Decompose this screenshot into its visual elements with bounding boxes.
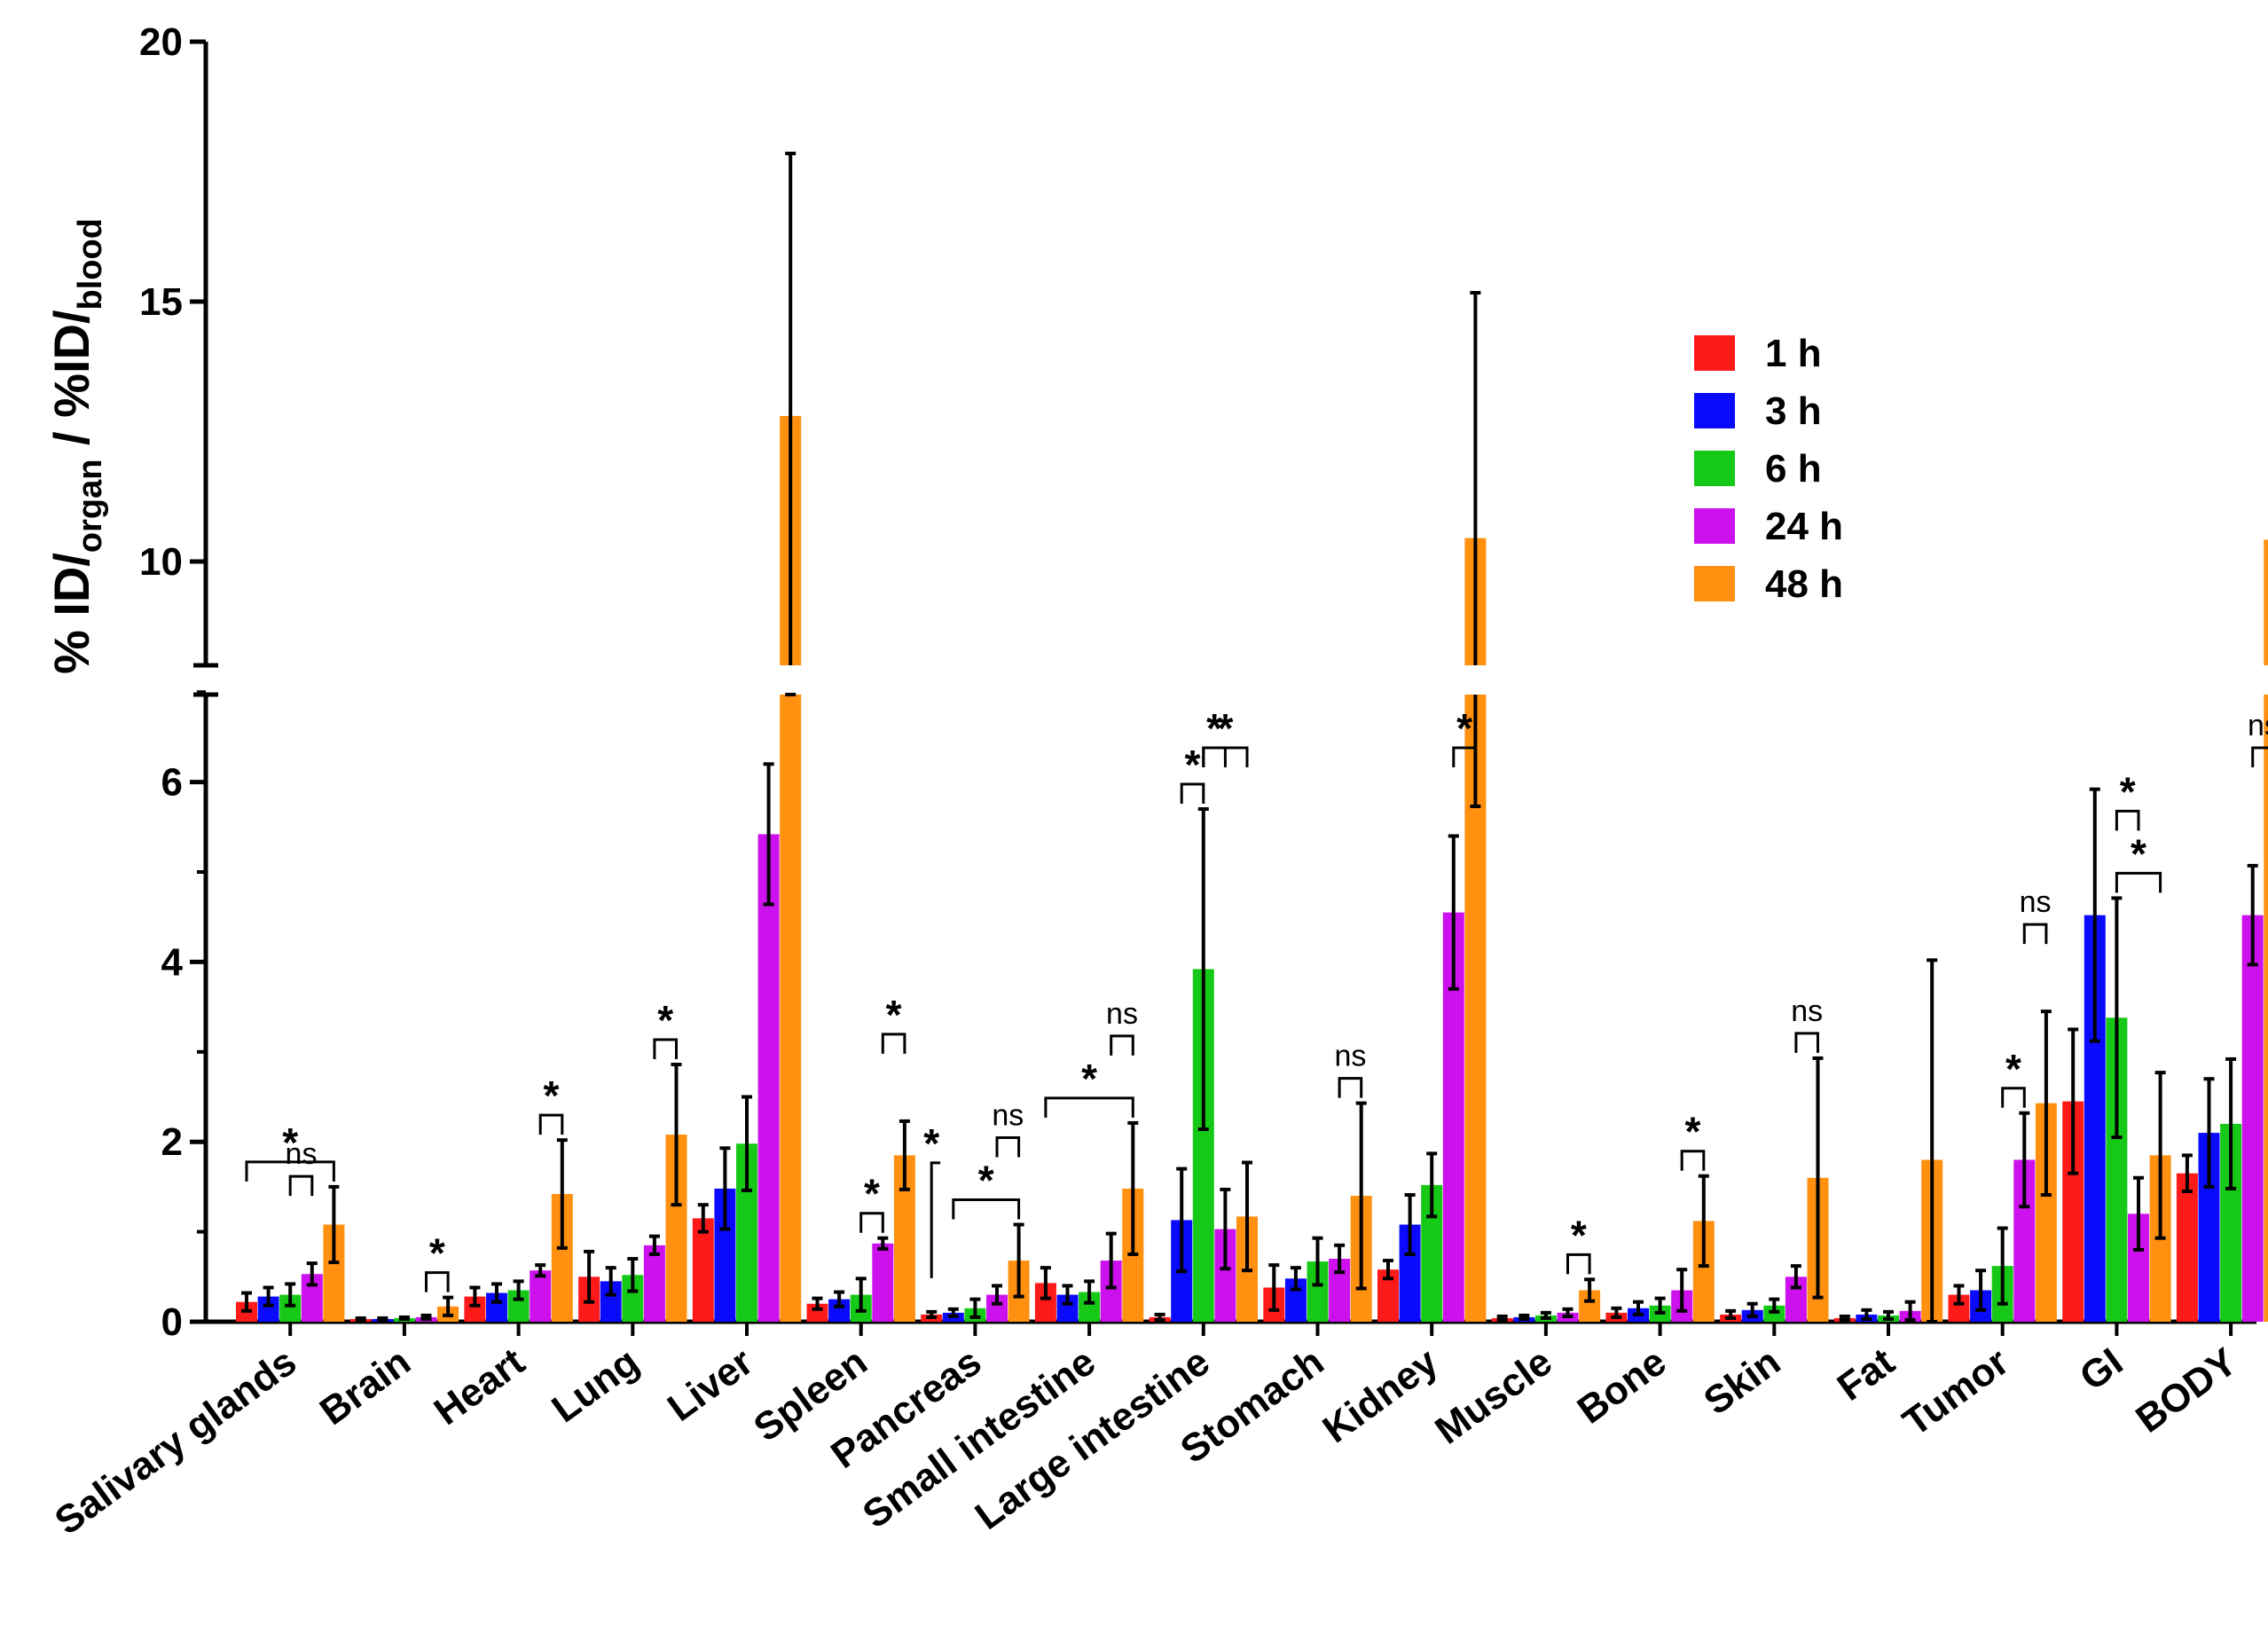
- significance-bracket: [2115, 871, 2162, 893]
- bar: [2264, 695, 2268, 1322]
- significance-bracket: [245, 1160, 335, 1182]
- bar: [757, 834, 780, 1322]
- bar: [872, 1243, 894, 1322]
- significance-label: ns: [2020, 885, 2052, 919]
- significance-bracket: [881, 1033, 906, 1054]
- significance-label: *: [2005, 1046, 2021, 1092]
- significance-bracket: [653, 1038, 678, 1059]
- significance-label: *: [1571, 1212, 1587, 1258]
- significance-bracket: [1202, 746, 1249, 767]
- significance-label: *: [2131, 830, 2146, 876]
- significance-label: *: [282, 1119, 298, 1166]
- error-bars: [241, 151, 2258, 1324]
- legend-swatch: [1694, 451, 1735, 486]
- y-tick-label: 4: [161, 940, 184, 984]
- significance-label: ns: [1791, 994, 1823, 1028]
- y-tick-label: 6: [161, 761, 183, 805]
- legend-swatch: [1694, 566, 1735, 601]
- significance-bracket: [1452, 746, 1477, 767]
- legend: 1 h 3 h 6 h 24 h 48 h: [1694, 332, 1843, 606]
- significance-annotations: *ns******ns**ns***ns***ns*ns**ns: [245, 705, 2268, 1292]
- significance-bracket: [1044, 1096, 1134, 1118]
- significance-label: *: [657, 997, 673, 1043]
- y-axis-label-part1: % ID/: [43, 553, 99, 674]
- significance-label: *: [923, 1120, 939, 1166]
- y-tick-label: 10: [139, 540, 183, 584]
- significance-label: *: [978, 1157, 994, 1203]
- significance-label: ns: [2248, 709, 2268, 742]
- significance-label: ns: [1334, 1040, 1366, 1073]
- significance-label: *: [1185, 742, 1201, 788]
- significance-bracket: [1680, 1150, 1706, 1171]
- legend-label: 24 h: [1765, 505, 1843, 548]
- significance-bracket: [2251, 746, 2268, 767]
- significance-bracket: [1110, 1034, 1134, 1056]
- significance-bracket: [288, 1174, 314, 1197]
- significance-bracket: [2001, 1087, 2026, 1108]
- bar: [530, 1270, 552, 1322]
- y-axis-label-part2: / %ID/: [43, 310, 99, 459]
- bar: [780, 695, 802, 1322]
- significance-bracket: [538, 1113, 564, 1135]
- significance-label: ns: [1106, 997, 1138, 1031]
- bar: [643, 1245, 665, 1322]
- y-axis-label-sub2: blood: [72, 218, 109, 310]
- y-axis-label: % ID/organ / %ID/blood: [43, 218, 109, 674]
- bar: [2176, 1173, 2198, 1322]
- significance-bracket: [859, 1212, 884, 1233]
- legend-label: 3 h: [1765, 389, 1822, 433]
- y-tick-label: 0: [161, 1300, 183, 1344]
- legend-swatch: [1694, 508, 1735, 544]
- significance-label: *: [1217, 705, 1233, 751]
- significance-bracket: [1794, 1032, 1819, 1053]
- significance-label: *: [544, 1072, 560, 1119]
- significance-label: *: [1685, 1109, 1701, 1155]
- significance-label: *: [886, 992, 902, 1038]
- significance-label: *: [1206, 705, 1222, 751]
- significance-label: *: [2120, 768, 2136, 814]
- legend-label: 48 h: [1765, 562, 1843, 606]
- significance-bracket: [1180, 782, 1205, 805]
- y-tick-label: 15: [139, 280, 183, 324]
- significance-bracket: [2022, 923, 2048, 945]
- significance-bracket: [952, 1198, 1021, 1220]
- significance-bracket: [1566, 1253, 1591, 1275]
- significance-label: ns: [286, 1137, 318, 1171]
- significance-bracket: [425, 1271, 450, 1292]
- significance-bracket: [2115, 809, 2140, 831]
- significance-label: *: [1081, 1056, 1097, 1102]
- significance-label: *: [1456, 705, 1472, 751]
- y-tick-label: 2: [161, 1120, 183, 1164]
- svg-text:% ID/organ / %ID/blood: % ID/organ / %ID/blood: [43, 218, 109, 674]
- significance-label: ns: [992, 1098, 1024, 1132]
- significance-bracket: [995, 1135, 1021, 1158]
- y-axis-label-sub1: organ: [72, 460, 109, 554]
- legend-label: 1 h: [1765, 332, 1822, 375]
- significance-label: *: [429, 1230, 445, 1276]
- legend-swatch: [1694, 335, 1735, 371]
- bar: [692, 1218, 714, 1322]
- significance-label: *: [864, 1171, 880, 1217]
- legend-label: 6 h: [1765, 447, 1822, 491]
- bar: [2241, 915, 2264, 1322]
- bar: [1763, 1305, 1785, 1322]
- bar-upper-segment: [2264, 539, 2268, 665]
- y-tick-label: 20: [139, 20, 183, 64]
- legend-swatch: [1694, 393, 1735, 428]
- significance-bracket: [930, 1161, 941, 1278]
- significance-bracket: [1338, 1077, 1363, 1098]
